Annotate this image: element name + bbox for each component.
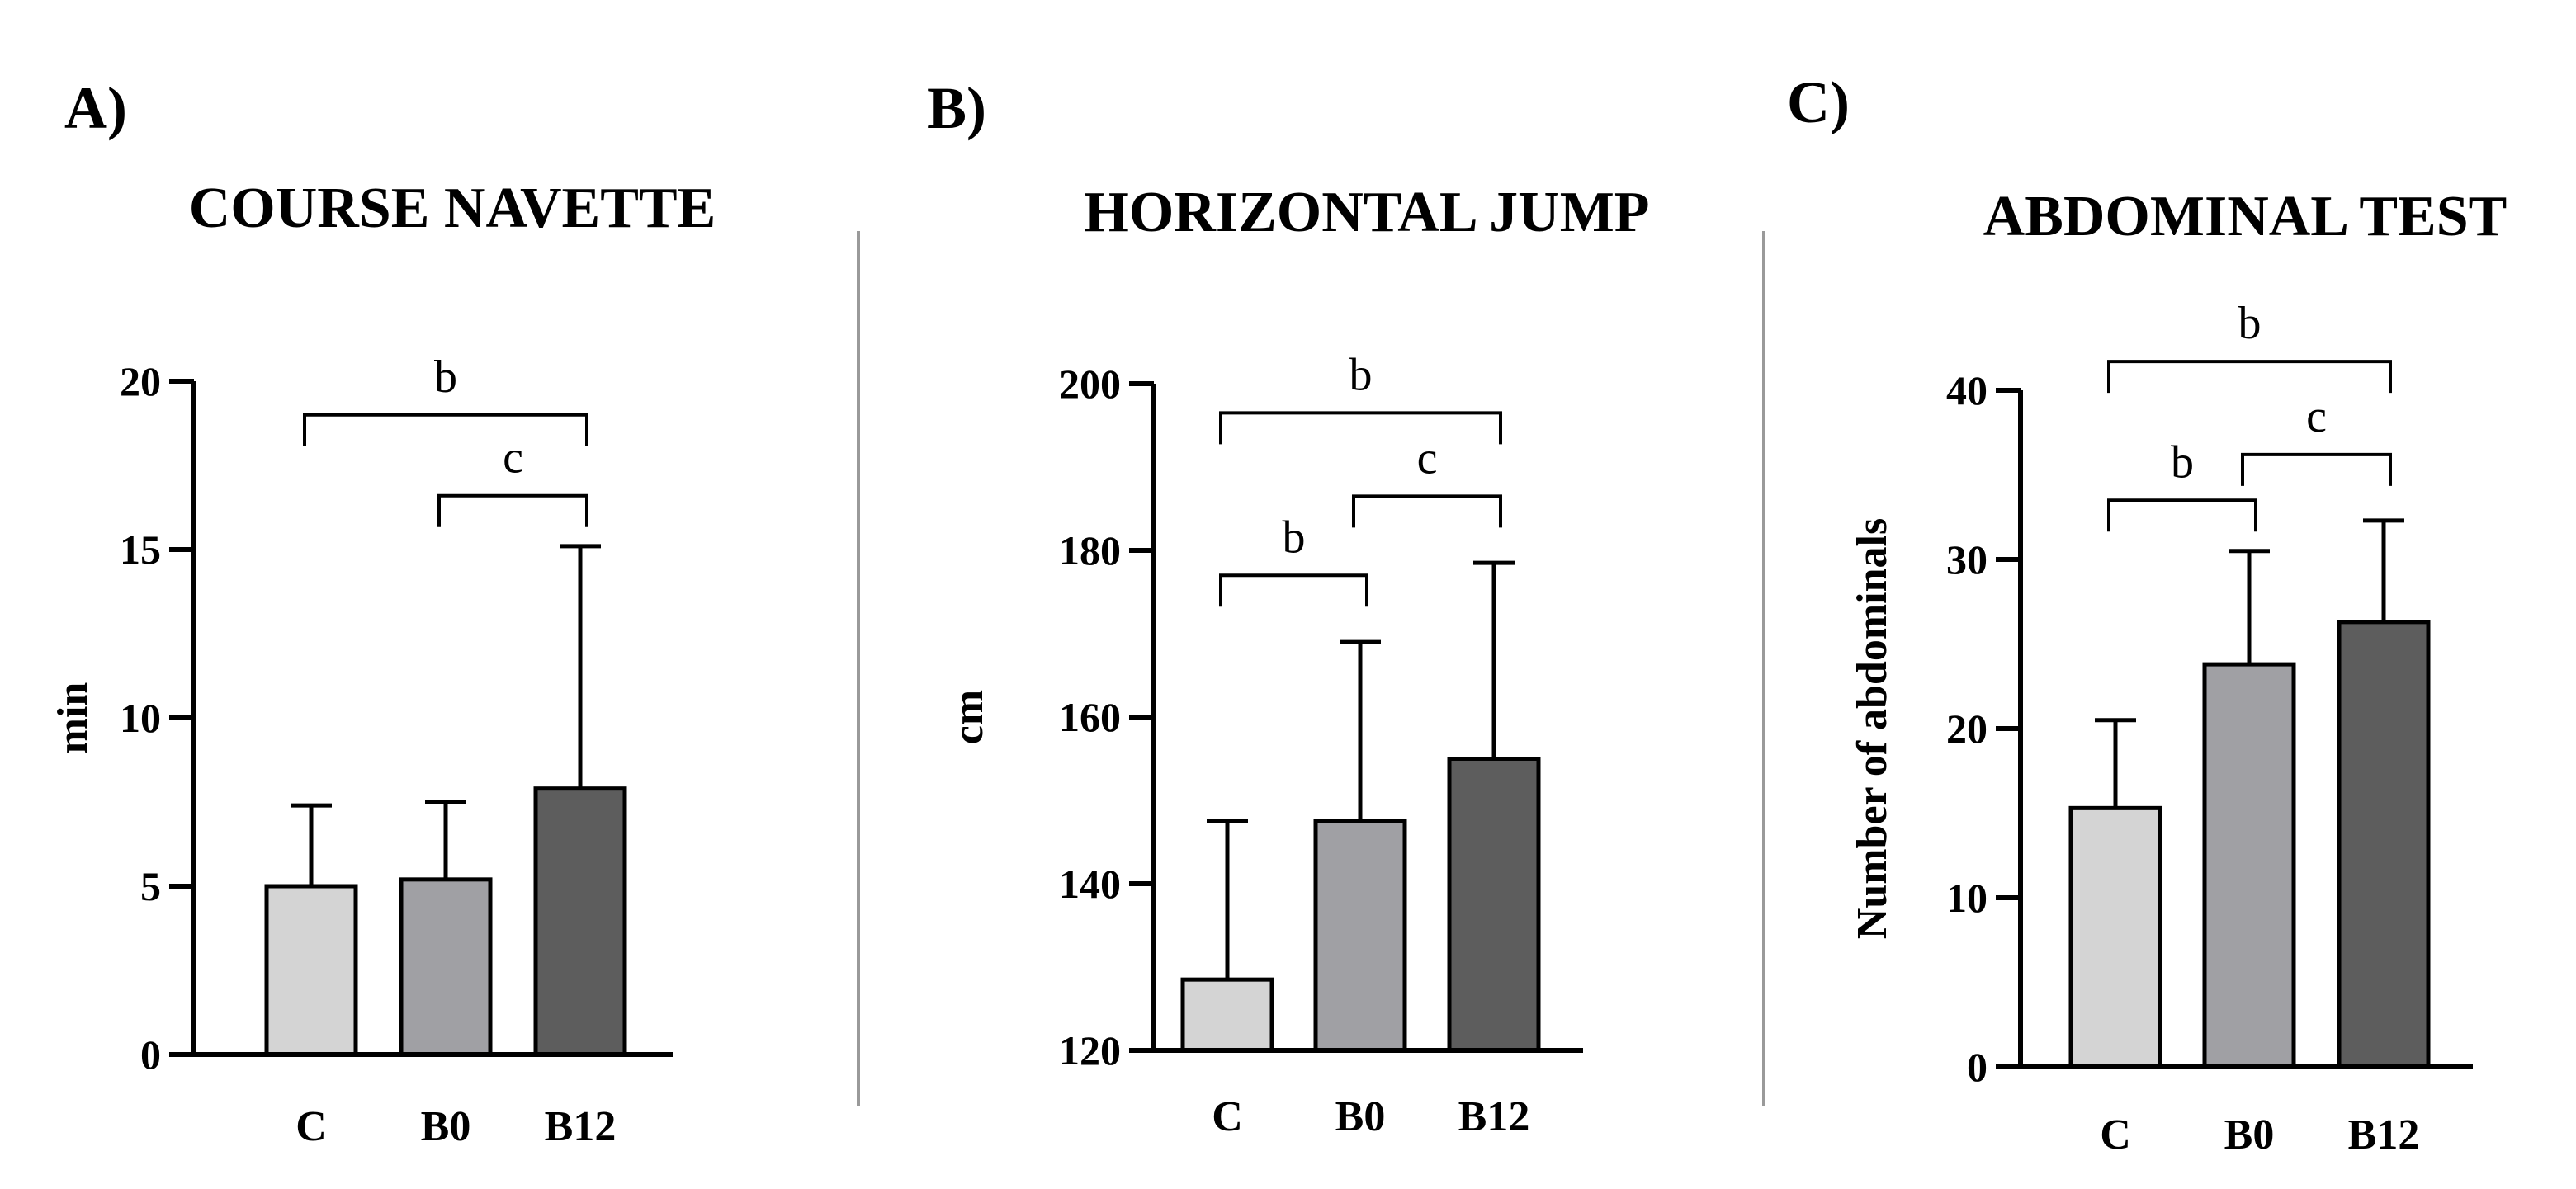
error-bar-c <box>2095 718 2136 809</box>
panel-label: C) <box>1787 69 1850 135</box>
y-tick-label: 15 <box>120 526 161 573</box>
error-bar-b12 <box>1473 560 1515 759</box>
y-tick-label: 10 <box>120 695 161 741</box>
chart-title: COURSE NAVETTE <box>189 177 716 240</box>
significance-bracket <box>437 493 588 527</box>
category-label-b12: B12 <box>2348 1111 2420 1158</box>
bar-c <box>1180 977 1274 1053</box>
significance-label: b <box>434 352 457 403</box>
y-tick-label: 0 <box>1967 1044 1988 1090</box>
significance-label: b <box>2171 436 2194 488</box>
y-tick-label: 180 <box>1059 527 1121 573</box>
bar-b12 <box>1447 757 1541 1053</box>
y-tick-label: 140 <box>1059 861 1121 907</box>
y-tick-label: 160 <box>1059 694 1121 740</box>
y-tick-label: 10 <box>1946 875 1988 921</box>
y-tick-label: 5 <box>140 863 161 909</box>
significance-bracket <box>2107 498 2257 532</box>
significance-bracket <box>1219 573 1368 607</box>
category-label-b0: B0 <box>421 1103 471 1150</box>
bar-c <box>2068 805 2162 1069</box>
chart-title: ABDOMINAL TEST <box>1983 185 2507 248</box>
error-bar-b0 <box>425 800 466 880</box>
y-tick-label: 20 <box>120 358 161 404</box>
bar-b0 <box>1313 819 1407 1053</box>
category-label-b12: B12 <box>1458 1093 1530 1140</box>
category-label-c: C <box>295 1103 327 1150</box>
y-axis-label: cm <box>945 690 992 744</box>
error-bar-b0 <box>2229 549 2270 665</box>
bar-b12 <box>533 786 627 1057</box>
bar-b0 <box>2202 662 2296 1069</box>
significance-label: b <box>1349 349 1373 400</box>
error-bar-c <box>291 803 332 886</box>
panel-2: B) HORIZONTAL JUMP 120 140 160 180 200 cm C B0 B12… <box>927 75 1650 1140</box>
error-bar-b12 <box>2363 518 2404 622</box>
category-label-c: C <box>2100 1111 2131 1158</box>
panel-1: A) COURSE NAVETTE 0 5 10 15 20 min C B0 B12 bc <box>50 75 716 1150</box>
significance-label: b <box>2238 298 2262 349</box>
significance-label: c <box>503 432 523 484</box>
category-label-c: C <box>1212 1093 1243 1140</box>
y-axis-label: min <box>50 682 97 754</box>
significance-label: c <box>1417 432 1438 484</box>
chart-title: HORIZONTAL JUMP <box>1084 181 1649 244</box>
significance-bracket <box>1352 494 1502 528</box>
error-bar-b12 <box>560 544 601 789</box>
y-tick-label: 0 <box>140 1031 161 1078</box>
y-tick-label: 40 <box>1946 367 1988 413</box>
significance-bracket <box>303 413 588 446</box>
bar-b0 <box>399 877 493 1057</box>
significance-label: c <box>2306 391 2327 442</box>
significance-bracket <box>1219 411 1502 445</box>
error-bar-b0 <box>1340 639 1381 822</box>
category-label-b12: B12 <box>545 1103 617 1150</box>
y-axis-label: Number of abdominals <box>1849 518 1896 939</box>
panel-label: A) <box>64 75 127 141</box>
category-label-b0: B0 <box>1335 1093 1386 1140</box>
y-tick-label: 200 <box>1059 361 1121 407</box>
y-tick-label: 20 <box>1946 705 1988 752</box>
panel-3: C) ABDOMINAL TEST 0 10 20 30 40 Number of abdom… <box>1787 69 2507 1158</box>
significance-label: b <box>1283 512 1306 563</box>
bar-c <box>264 884 358 1057</box>
error-bar-c <box>1207 819 1248 980</box>
significance-bracket <box>2107 360 2392 394</box>
significance-bracket <box>2241 452 2392 486</box>
panel-label: B) <box>927 75 986 141</box>
bar-b12 <box>2337 620 2431 1069</box>
category-label-b0: B0 <box>2224 1111 2275 1158</box>
y-tick-label: 30 <box>1946 536 1988 583</box>
y-tick-label: 120 <box>1059 1027 1121 1073</box>
